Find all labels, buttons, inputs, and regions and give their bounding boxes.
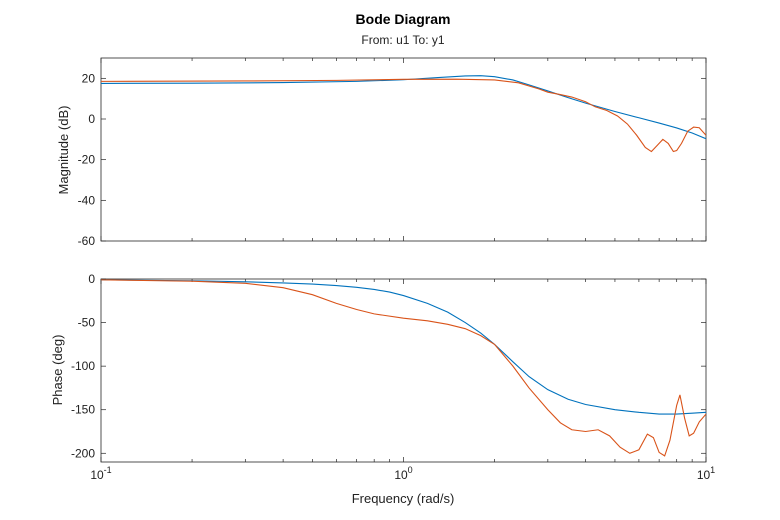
magnitude-ylabel: Magnitude (dB) (56, 106, 71, 195)
phase-plot: Phase (deg) -200 -150 -100 -50 0 (50, 272, 707, 463)
x-tick-exponent: 1 (710, 465, 715, 475)
phase-y-tick-label: -100 (71, 359, 95, 373)
magnitude-plot: Magnitude (dB) -60 -40 -20 0 20 (56, 57, 707, 248)
x-tick-label: 101 (697, 465, 715, 482)
magnitude-y-tick-label: -20 (78, 153, 96, 167)
x-tick-base: 10 (90, 468, 104, 482)
chart-title: Bode Diagram (356, 11, 451, 27)
x-tick-labels: 10-1 100 101 (90, 465, 715, 482)
phase-y-tick-label: -50 (78, 316, 96, 330)
magnitude-y-tick-label: 20 (82, 71, 96, 85)
phase-axes-box (100, 278, 707, 463)
x-tick-base: 10 (697, 468, 711, 482)
magnitude-series-2-line (101, 78, 706, 153)
x-tick-base: 10 (394, 468, 408, 482)
x-axis-label: Frequency (rad/s) (352, 491, 455, 506)
phase-y-tick-label: -200 (71, 446, 95, 460)
chart-subtitle: From: u1 To: y1 (361, 33, 444, 47)
x-tick-label: 10-1 (90, 465, 111, 482)
phase-series-1-line (101, 279, 706, 415)
magnitude-y-tick-label: -60 (78, 234, 96, 248)
magnitude-axes-box (100, 57, 707, 242)
phase-y-tick-label: 0 (88, 272, 95, 286)
x-tick-exponent: -1 (104, 465, 112, 475)
phase-y-tick-label: -150 (71, 403, 95, 417)
magnitude-y-tick-label: -40 (78, 193, 96, 207)
magnitude-y-tick-label: 0 (88, 112, 95, 126)
magnitude-series-1-line (101, 75, 706, 140)
x-tick-exponent: 0 (408, 465, 413, 475)
x-tick-label: 100 (394, 465, 412, 482)
phase-series-2-line (101, 279, 706, 457)
phase-ylabel: Phase (deg) (50, 335, 65, 406)
